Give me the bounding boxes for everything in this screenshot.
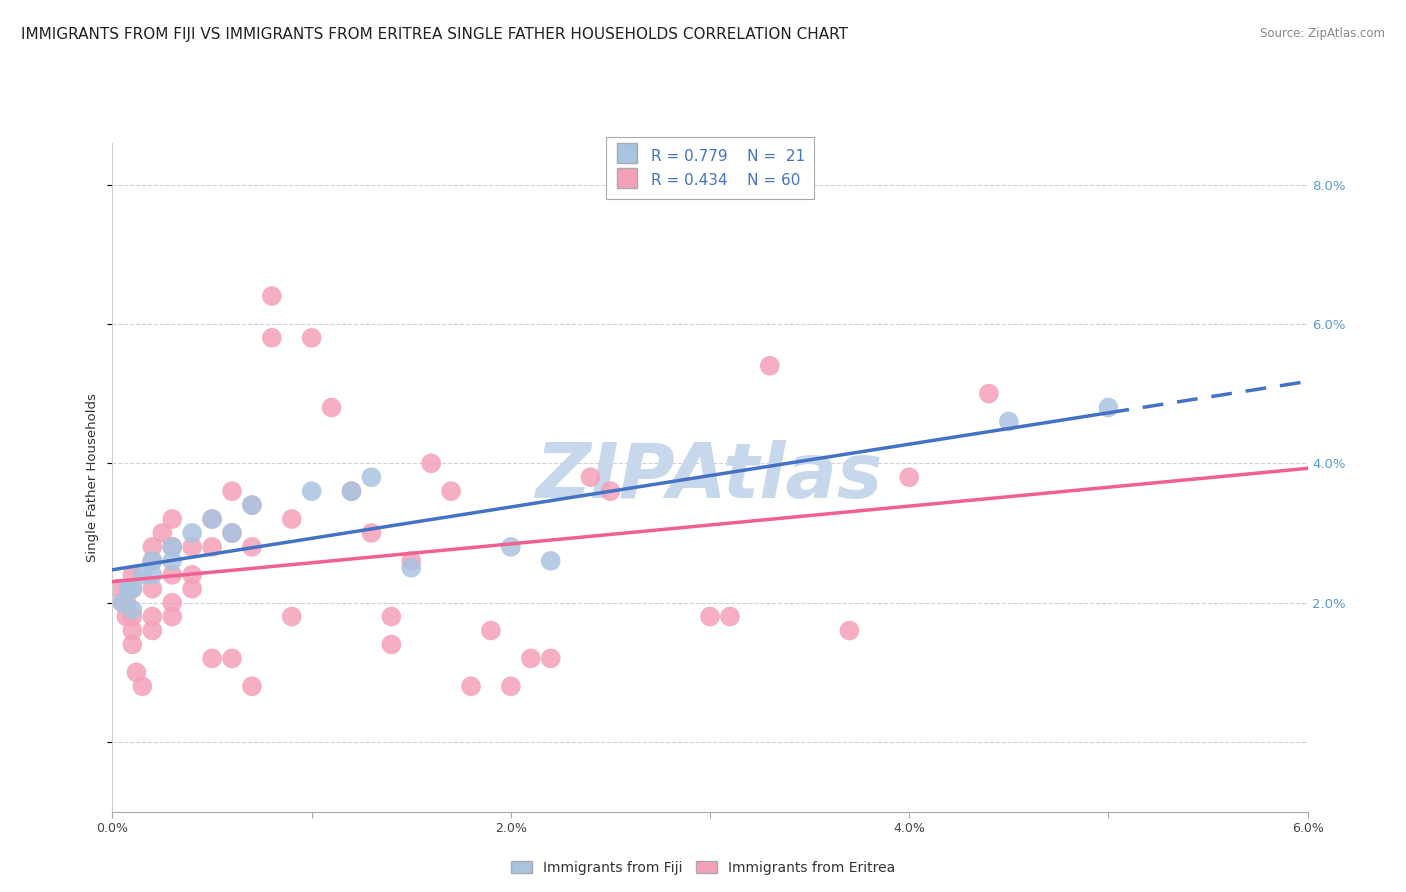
Point: [380, 637, 402, 651]
Point: [460, 679, 482, 693]
Point: [540, 554, 562, 568]
Point: [240, 498, 263, 512]
Point: [141, 624, 163, 638]
Point: [599, 484, 621, 499]
Point: [115, 596, 138, 610]
Point: [301, 484, 323, 499]
Point: [201, 512, 224, 526]
Point: [759, 359, 782, 373]
Point: [520, 651, 543, 665]
Point: [141, 609, 163, 624]
Point: [181, 540, 204, 554]
Point: [121, 637, 143, 651]
Point: [540, 651, 562, 665]
Point: [301, 331, 323, 345]
Point: [898, 470, 921, 484]
Point: [499, 679, 522, 693]
Point: [162, 609, 183, 624]
Point: [141, 554, 163, 568]
Point: [240, 540, 263, 554]
Text: ZIPAtlas: ZIPAtlas: [536, 441, 884, 514]
Point: [340, 484, 363, 499]
Point: [125, 665, 148, 680]
Point: [121, 602, 143, 616]
Point: [499, 540, 522, 554]
Point: [838, 624, 860, 638]
Point: [150, 525, 173, 540]
Point: [131, 567, 153, 582]
Point: [281, 512, 304, 526]
Point: [162, 596, 183, 610]
Point: [141, 540, 163, 554]
Point: [121, 624, 143, 638]
Point: [718, 609, 741, 624]
Point: [141, 567, 163, 582]
Point: [181, 525, 204, 540]
Point: [479, 624, 502, 638]
Point: [321, 401, 343, 415]
Text: Source: ZipAtlas.com: Source: ZipAtlas.com: [1260, 27, 1385, 40]
Point: [260, 289, 283, 303]
Point: [221, 525, 243, 540]
Point: [221, 651, 243, 665]
Point: [117, 582, 139, 596]
Point: [699, 609, 721, 624]
Point: [111, 596, 134, 610]
Point: [121, 582, 143, 596]
Point: [360, 470, 382, 484]
Point: [162, 512, 183, 526]
Point: [201, 540, 224, 554]
Point: [201, 512, 224, 526]
Point: [181, 582, 204, 596]
Point: [1097, 401, 1119, 415]
Point: [998, 414, 1021, 428]
Point: [201, 651, 224, 665]
Point: [260, 331, 283, 345]
Point: [141, 582, 163, 596]
Point: [141, 554, 163, 568]
Point: [440, 484, 463, 499]
Point: [121, 567, 143, 582]
Y-axis label: Single Father Households: Single Father Households: [86, 392, 100, 562]
Point: [340, 484, 363, 499]
Point: [131, 679, 153, 693]
Legend: Immigrants from Fiji, Immigrants from Eritrea: Immigrants from Fiji, Immigrants from Er…: [505, 855, 901, 880]
Point: [420, 456, 443, 470]
Point: [281, 609, 304, 624]
Point: [111, 596, 134, 610]
Point: [401, 554, 423, 568]
Point: [221, 484, 243, 499]
Point: [401, 561, 423, 575]
Point: [162, 567, 183, 582]
Point: [162, 554, 183, 568]
Point: [162, 540, 183, 554]
Point: [240, 679, 263, 693]
Point: [360, 525, 382, 540]
Point: [115, 609, 138, 624]
Point: [162, 540, 183, 554]
Point: [579, 470, 602, 484]
Point: [121, 609, 143, 624]
Point: [240, 498, 263, 512]
Point: [181, 567, 204, 582]
Point: [221, 525, 243, 540]
Point: [977, 386, 1000, 401]
Point: [380, 609, 402, 624]
Text: IMMIGRANTS FROM FIJI VS IMMIGRANTS FROM ERITREA SINGLE FATHER HOUSEHOLDS CORRELA: IMMIGRANTS FROM FIJI VS IMMIGRANTS FROM …: [21, 27, 848, 42]
Point: [121, 582, 143, 596]
Point: [107, 582, 129, 596]
Legend: R = 0.779    N =  21, R = 0.434    N = 60: R = 0.779 N = 21, R = 0.434 N = 60: [606, 137, 814, 199]
